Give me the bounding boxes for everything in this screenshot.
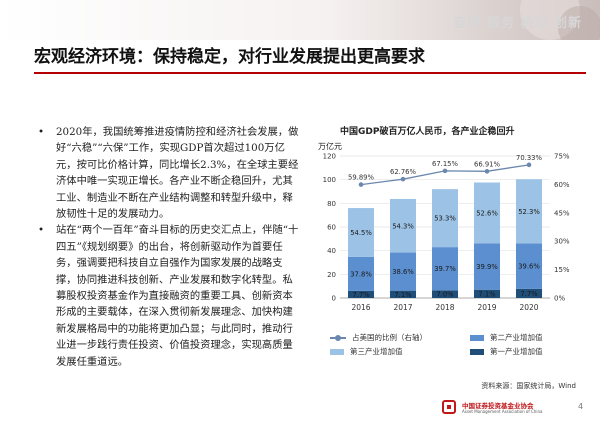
- association-logo-icon: [442, 400, 456, 414]
- legend-swatch: [470, 348, 484, 355]
- y2-tick-label: 75%: [554, 153, 570, 161]
- line-data-label: 59.89%: [348, 174, 374, 182]
- bar-data-label: 52.3%: [518, 208, 540, 216]
- x-tick-label: 2018: [435, 303, 454, 312]
- x-tick-label: 2020: [519, 303, 538, 312]
- header-banner: 自律 服务 桥梁 创新: [0, 0, 600, 40]
- line-data-label: 62.76%: [390, 168, 416, 176]
- footer-org-name-en: Asset Management Association of China: [462, 409, 543, 414]
- line-point: [400, 176, 406, 182]
- legend-swatch: [330, 348, 344, 355]
- bar-data-label: 7.7%: [352, 291, 370, 299]
- bullet-item: • 2020年，我国统筹推进疫情防控和经济社会发展，做好“六稳”“六保”工作，实…: [30, 124, 300, 222]
- footer-org-name: 中国证券投资基金业协会: [462, 402, 534, 410]
- y-tick-label: 0: [332, 295, 336, 303]
- legend-label: 第二产业增加值: [490, 333, 543, 342]
- bar-segment: [473, 243, 501, 290]
- line-point: [358, 182, 364, 187]
- y2-tick-label: 45%: [554, 209, 570, 217]
- banner-decoration: [520, 0, 600, 40]
- line-data-label: 67.15%: [432, 160, 458, 168]
- y-axis-unit: 万亿元: [318, 142, 342, 151]
- page-number: 4: [578, 402, 584, 411]
- legend-label: 占美国的比例（右轴）: [352, 333, 427, 342]
- bar-segment: [347, 208, 375, 257]
- bar-data-label: 38.6%: [392, 268, 414, 276]
- bar-data-label: 7.7%: [520, 290, 538, 298]
- chart-title: 中国GDP破百万亿人民币，各产业企稳回升: [340, 127, 515, 137]
- x-tick-label: 2017: [393, 303, 412, 312]
- bar-segment: [515, 179, 543, 244]
- bar-segment: [431, 290, 459, 298]
- legend-label: 第一产业增加值: [490, 347, 543, 356]
- bar-segment: [389, 198, 417, 253]
- bullet-text: 站在“两个一百年”奋斗目标的历史交汇点上，伴随“十四五”《规划纲要》的出台，将创…: [56, 224, 299, 368]
- bullet-item: • 站在“两个一百年”奋斗目标的历史交汇点上，伴随“十四五”《规划纲要》的出台，…: [30, 222, 300, 370]
- bar-segment: [473, 182, 501, 244]
- bar-segment: [431, 189, 459, 248]
- y2-tick-label: 30%: [554, 238, 570, 246]
- bar-segment: [389, 290, 417, 298]
- y2-tick-label: 15%: [554, 266, 570, 274]
- bar-segment: [431, 247, 459, 291]
- bullet-marker: •: [38, 224, 45, 237]
- header-slogan: 自律 服务 桥梁 创新: [453, 16, 582, 31]
- y-tick-label: 120: [323, 153, 336, 161]
- legend-label: 第三产业增加值: [350, 347, 403, 356]
- bar-segment: [389, 252, 417, 291]
- bar-segment: [473, 289, 501, 298]
- legend-item-secondary: 第二产业增加值: [470, 332, 543, 343]
- bar-data-label: 39.9%: [476, 263, 498, 271]
- bar-data-label: 54.5%: [350, 229, 372, 237]
- gdp-chart: 0 20 40 60 80 100 120 0% 15% 30% 45% 60% 75% 7.7% 37.8…: [323, 153, 570, 313]
- bar-data-label: 7.1%: [394, 291, 412, 299]
- bar-data-label: 52.6%: [476, 209, 498, 217]
- bullet-text: 2020年，我国统筹推进疫情防控和经济社会发展，做好“六稳”“六保”工作，实现G…: [56, 126, 299, 221]
- bullet-marker: •: [38, 126, 45, 138]
- line-point: [442, 168, 448, 174]
- y-tick-label: 40: [327, 247, 336, 255]
- legend-item-primary: 第一产业增加值: [470, 346, 543, 357]
- y-tick-label: 60: [327, 224, 336, 232]
- title-divider: [34, 72, 586, 74]
- legend-item-ratio: 占美国的比例（右轴）: [330, 332, 427, 343]
- page-title: 宏观经济环境：保持稳定，对行业发展提出更高要求: [34, 47, 425, 67]
- line-point: [526, 162, 532, 168]
- bar-data-label: 7.1%: [478, 290, 496, 298]
- y2-tick-label: 0%: [554, 295, 565, 303]
- bar-segment: [347, 256, 375, 291]
- legend-swatch: [470, 334, 484, 341]
- bar-data-label: 53.3%: [434, 215, 456, 223]
- bullet-list: • 2020年，我国统筹推进疫情防控和经济社会发展，做好“六稳”“六保”工作，实…: [30, 124, 300, 370]
- bar-segment: [515, 243, 543, 289]
- bar-data-label: 54.3%: [392, 222, 414, 230]
- bar-segment: [515, 288, 543, 298]
- line-data-label: 70.33%: [516, 154, 542, 162]
- footer-logo: 中国证券投资基金业协会 Asset Management Association…: [442, 398, 572, 418]
- x-tick-label: 2016: [351, 303, 370, 312]
- legend-item-tertiary: 第三产业增加值: [330, 346, 403, 357]
- line-data-label: 66.91%: [474, 160, 500, 168]
- bar-data-label: 37.8%: [350, 270, 372, 278]
- y-tick-label: 100: [323, 176, 336, 184]
- y-tick-label: 80: [327, 200, 336, 208]
- bar-data-label: 39.7%: [434, 265, 456, 273]
- legend-line-swatch: [330, 334, 346, 342]
- y2-tick-label: 60%: [554, 181, 570, 189]
- x-tick-label: 2019: [477, 303, 496, 312]
- data-source-note: 资料来源：国家统计局，Wind: [481, 382, 576, 390]
- bar-data-label: 7.0%: [436, 291, 454, 299]
- bar-data-label: 39.6%: [518, 263, 540, 271]
- line-point: [484, 169, 490, 174]
- bar-segment: [347, 290, 375, 298]
- y-tick-label: 20: [327, 271, 336, 279]
